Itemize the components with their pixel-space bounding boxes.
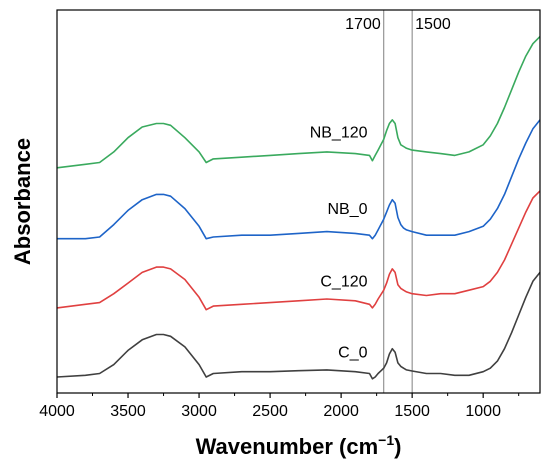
reference-lines: 1700 1500 — [345, 10, 451, 393]
series-line-NB_0 — [57, 119, 541, 240]
series-lines — [56, 36, 541, 380]
x-tick-label: 3000 — [181, 403, 217, 420]
x-tick-label: 2500 — [252, 403, 288, 420]
series-line-C_0 — [56, 271, 541, 380]
series-label-NB_0: NB_0 — [327, 201, 367, 218]
series-label-C_0: C_0 — [338, 345, 367, 362]
x-axis-title-superscript: −1 — [378, 432, 394, 448]
series-labels: C_0 C_120 NB_0 NB_120 — [310, 125, 368, 362]
x-axis-title-main: Wavenumber (cm — [196, 434, 379, 459]
plot-frame — [56, 9, 541, 394]
x-tick-label: 1500 — [394, 403, 430, 420]
y-axis-title: Absorbance — [10, 138, 35, 265]
series-line-C_120 — [56, 190, 541, 311]
series-label-NB_120: NB_120 — [310, 125, 368, 142]
series-line-NB_120 — [56, 36, 541, 169]
x-axis-title: Wavenumber (cm−1) — [196, 432, 402, 459]
x-tick-label: 4000 — [39, 403, 75, 420]
x-tick-label: 1000 — [465, 403, 501, 420]
x-tick-label: 2000 — [323, 403, 359, 420]
reference-label-1500: 1500 — [415, 16, 451, 33]
x-axis-ticks: 4000 3500 3000 2500 2000 1500 1000 — [39, 393, 520, 420]
x-axis-title-close: ) — [394, 434, 401, 459]
x-tick-label: 3500 — [110, 403, 146, 420]
series-label-C_120: C_120 — [320, 274, 367, 291]
reference-label-1700: 1700 — [345, 16, 381, 33]
